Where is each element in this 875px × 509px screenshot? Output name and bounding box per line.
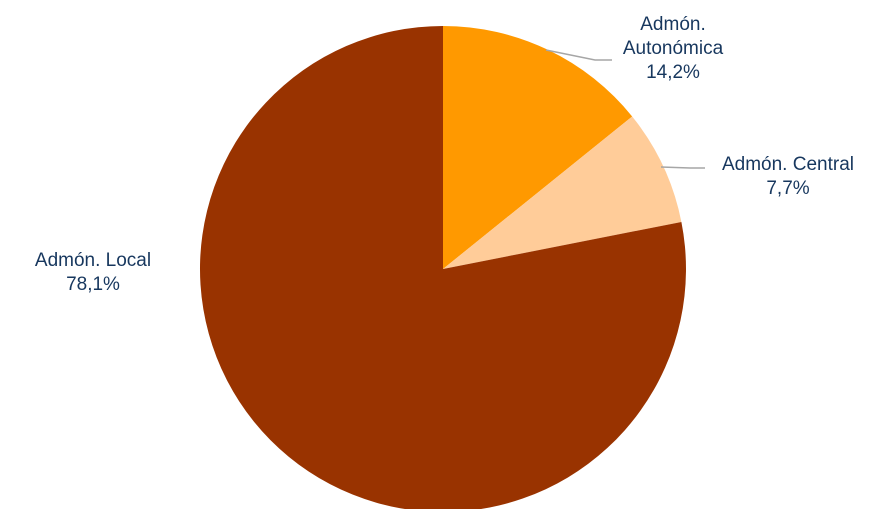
data-label-value: 78,1% — [66, 274, 120, 295]
data-label: Admón. Central 7,7% — [722, 154, 854, 199]
leader-line — [660, 166, 705, 169]
pie-slices — [200, 26, 686, 509]
slice-labels: Admón. Autonómica 14,2%Admón. Central 7,7%A… — [35, 14, 854, 295]
data-label-name: Admón. Local — [35, 250, 151, 271]
pie-slice-adm-n-central — [443, 116, 682, 269]
data-label: Admón. Local 78,1% — [35, 250, 151, 295]
data-label-name: Admón. Central — [722, 154, 854, 175]
leader-lines — [545, 49, 705, 169]
data-label-value: 7,7% — [766, 178, 809, 199]
pie-slice-adm-n-local — [200, 26, 686, 509]
data-label-name: Autonómica — [623, 38, 724, 59]
leader-line — [545, 49, 612, 61]
data-label-name: Admón. — [640, 14, 705, 35]
pie-slice-adm-n-auton-mica — [443, 26, 633, 269]
data-label-value: 14,2% — [646, 62, 700, 83]
data-label: Admón. Autonómica 14,2% — [623, 14, 724, 83]
